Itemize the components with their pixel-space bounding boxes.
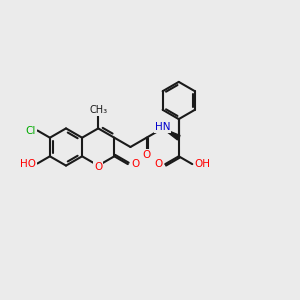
Text: O: O	[131, 159, 140, 169]
Text: HO: HO	[20, 158, 36, 169]
Text: O: O	[154, 159, 163, 169]
Text: Cl: Cl	[26, 125, 36, 136]
Text: O: O	[142, 150, 151, 160]
Text: OH: OH	[195, 159, 211, 169]
Polygon shape	[163, 128, 180, 140]
Text: CH₃: CH₃	[89, 105, 107, 116]
Text: O: O	[94, 162, 102, 172]
Text: HN: HN	[155, 122, 170, 132]
